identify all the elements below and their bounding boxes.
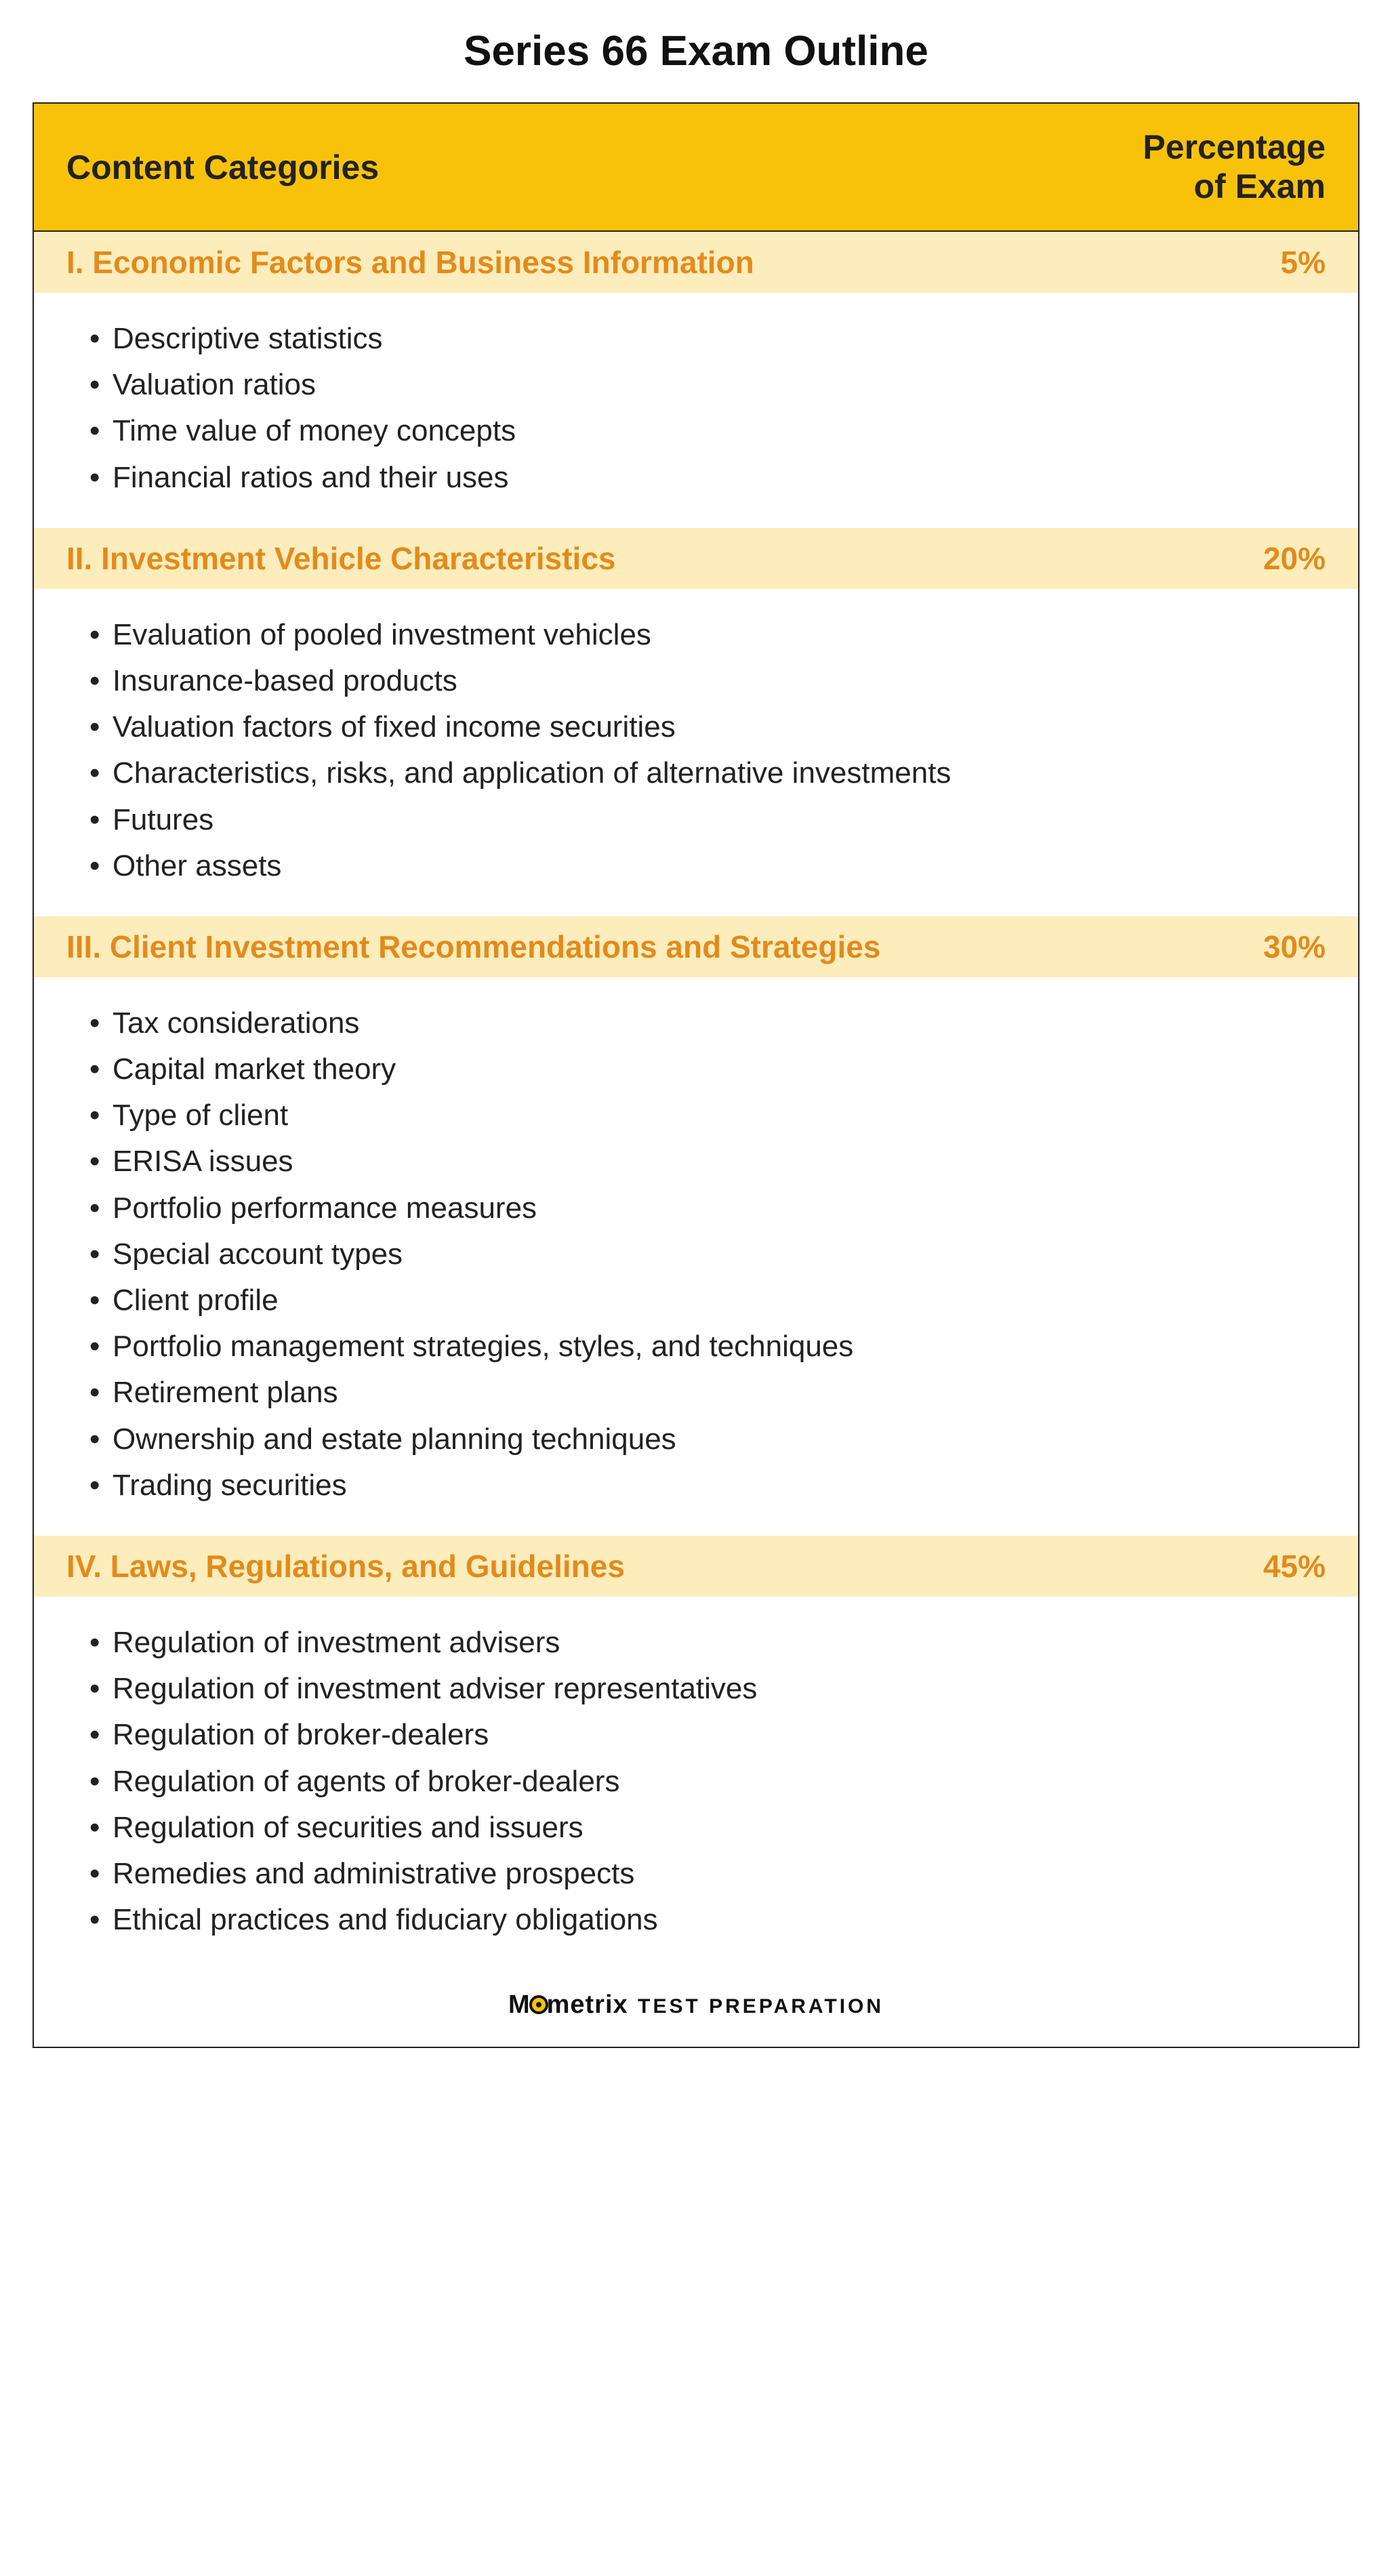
list-item: Retirement plans — [89, 1370, 1326, 1416]
list-item: Client profile — [89, 1277, 1326, 1324]
list-item: Evaluation of pooled investment vehicles — [89, 612, 1326, 658]
list-item: Portfolio performance measures — [89, 1185, 1326, 1231]
list-item: Remedies and administrative prospects — [89, 1851, 1326, 1897]
section-items: Tax considerationsCapital market theoryT… — [34, 977, 1358, 1536]
page-title: Series 66 Exam Outline — [33, 27, 1359, 75]
list-item: Valuation ratios — [89, 362, 1326, 408]
section-header: III. Client Investment Recommendations a… — [34, 916, 1358, 977]
bullseye-icon — [529, 1995, 548, 2014]
list-item: ERISA issues — [89, 1139, 1326, 1185]
section-percentage: 30% — [1263, 928, 1326, 965]
footer-brand: Mmetrix — [508, 1990, 628, 2020]
list-item: Financial ratios and their uses — [89, 455, 1326, 501]
list-item: Ownership and estate planning techniques — [89, 1416, 1326, 1463]
section-percentage: 5% — [1281, 244, 1326, 281]
list-item: Capital market theory — [89, 1046, 1326, 1092]
header-percentage-label: Percentage of Exam — [1143, 128, 1326, 206]
list-item: Regulation of investment advisers — [89, 1620, 1326, 1666]
brand-pre: M — [508, 1990, 531, 2019]
list-item: Characteristics, risks, and application … — [89, 750, 1326, 796]
header-categories-label: Content Categories — [66, 148, 379, 187]
section-header: I. Economic Factors and Business Informa… — [34, 232, 1358, 293]
list-item: Special account types — [89, 1231, 1326, 1277]
list-item: Other assets — [89, 843, 1326, 889]
list-item: Regulation of broker-dealers — [89, 1712, 1326, 1758]
header-right-line2: of Exam — [1193, 167, 1326, 205]
section-header: IV. Laws, Regulations, and Guidelines 45% — [34, 1536, 1358, 1597]
section-items: Descriptive statisticsValuation ratiosTi… — [34, 293, 1358, 528]
list-item: Tax considerations — [89, 1000, 1326, 1046]
table-header: Content Categories Percentage of Exam — [34, 104, 1358, 232]
list-item: Descriptive statistics — [89, 316, 1326, 362]
list-item: Regulation of agents of broker-dealers — [89, 1759, 1326, 1805]
list-item: Trading securities — [89, 1463, 1326, 1509]
list-item: Regulation of securities and issuers — [89, 1805, 1326, 1851]
section-percentage: 45% — [1263, 1548, 1326, 1585]
list-item: Ethical practices and fiduciary obligati… — [89, 1897, 1326, 1943]
section-items: Regulation of investment advisersRegulat… — [34, 1597, 1358, 1970]
header-right-line1: Percentage — [1143, 128, 1326, 166]
section-title: III. Client Investment Recommendations a… — [66, 928, 880, 965]
list-item: Insurance-based products — [89, 658, 1326, 704]
sections-container: I. Economic Factors and Business Informa… — [34, 232, 1358, 1970]
section-items: Evaluation of pooled investment vehicles… — [34, 589, 1358, 916]
section-title: II. Investment Vehicle Characteristics — [66, 540, 615, 577]
list-item: Time value of money concepts — [89, 408, 1326, 454]
section-header: II. Investment Vehicle Characteristics 20… — [34, 528, 1358, 589]
footer: Mmetrix TEST PREPARATION — [34, 1970, 1358, 2047]
outline-container: Content Categories Percentage of Exam I.… — [33, 102, 1359, 2048]
list-item: Valuation factors of fixed income securi… — [89, 704, 1326, 750]
list-item: Portfolio management strategies, styles,… — [89, 1324, 1326, 1370]
list-item: Regulation of investment adviser represe… — [89, 1666, 1326, 1712]
section-title: I. Economic Factors and Business Informa… — [66, 244, 754, 281]
brand-post: metrix — [547, 1990, 628, 2019]
footer-sub: TEST PREPARATION — [638, 1995, 884, 2018]
section-percentage: 20% — [1263, 540, 1326, 577]
list-item: Futures — [89, 797, 1326, 843]
list-item: Type of client — [89, 1092, 1326, 1139]
section-title: IV. Laws, Regulations, and Guidelines — [66, 1548, 625, 1585]
